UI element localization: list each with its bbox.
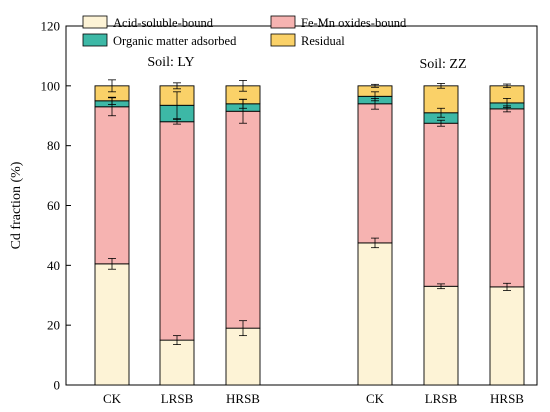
x-tick-label: CK bbox=[103, 391, 122, 406]
bar-segment bbox=[357, 103, 393, 244]
bar-segment bbox=[489, 108, 525, 288]
legend-swatch bbox=[82, 33, 108, 47]
plot-area bbox=[65, 25, 538, 386]
legend-label: Acid-soluble-bound bbox=[113, 16, 214, 30]
legend-swatch bbox=[82, 15, 108, 29]
bar-segment bbox=[225, 110, 261, 329]
legend-label: Organic matter adsorbed bbox=[113, 34, 237, 48]
bar-segment bbox=[225, 327, 261, 386]
bar-segment bbox=[159, 339, 195, 386]
bar-segment bbox=[489, 286, 525, 386]
y-tick-label: 120 bbox=[41, 19, 61, 34]
x-tick-label: HRSB bbox=[490, 391, 524, 406]
group-label: Soil: LY bbox=[147, 55, 194, 70]
y-tick-label: 40 bbox=[47, 258, 60, 273]
bars-layer bbox=[94, 85, 525, 386]
axes-layer: 0 20 40 60 80 100 120 CK LRSB HRSB CK LRSB HRSB Cd fr… bbox=[9, 19, 524, 407]
x-tick-label: LRSB bbox=[425, 391, 458, 406]
bar-segment bbox=[159, 121, 195, 341]
legend-swatch bbox=[270, 33, 296, 47]
bar-segment bbox=[357, 242, 393, 386]
y-tick-label: 20 bbox=[47, 318, 60, 333]
group-label: Soil: ZZ bbox=[419, 57, 466, 72]
y-tick-label: 100 bbox=[41, 78, 61, 93]
y-tick-label: 60 bbox=[47, 198, 60, 213]
group-labels-layer: Soil: LY Soil: ZZ bbox=[147, 55, 466, 72]
bar-segment bbox=[94, 106, 130, 265]
y-tick-label: 80 bbox=[47, 138, 60, 153]
error-bars-layer bbox=[108, 79, 511, 346]
bar-segment bbox=[423, 122, 459, 287]
x-tick-label: CK bbox=[366, 391, 385, 406]
x-tick-label: HRSB bbox=[226, 391, 260, 406]
legend-swatch bbox=[270, 15, 296, 29]
bar-segment bbox=[94, 263, 130, 386]
legend-label: Fe-Mn oxides-bound bbox=[301, 16, 407, 30]
y-tick-label: 0 bbox=[54, 378, 61, 393]
bar-segment bbox=[423, 285, 459, 386]
legend-label: Residual bbox=[301, 34, 345, 48]
legend: Acid-soluble-bound Fe-Mn oxides-bound Orga… bbox=[82, 15, 407, 48]
x-tick-label: LRSB bbox=[161, 391, 194, 406]
plot-frame bbox=[65, 25, 538, 386]
y-axis-label: Cd fraction (%) bbox=[9, 161, 24, 249]
